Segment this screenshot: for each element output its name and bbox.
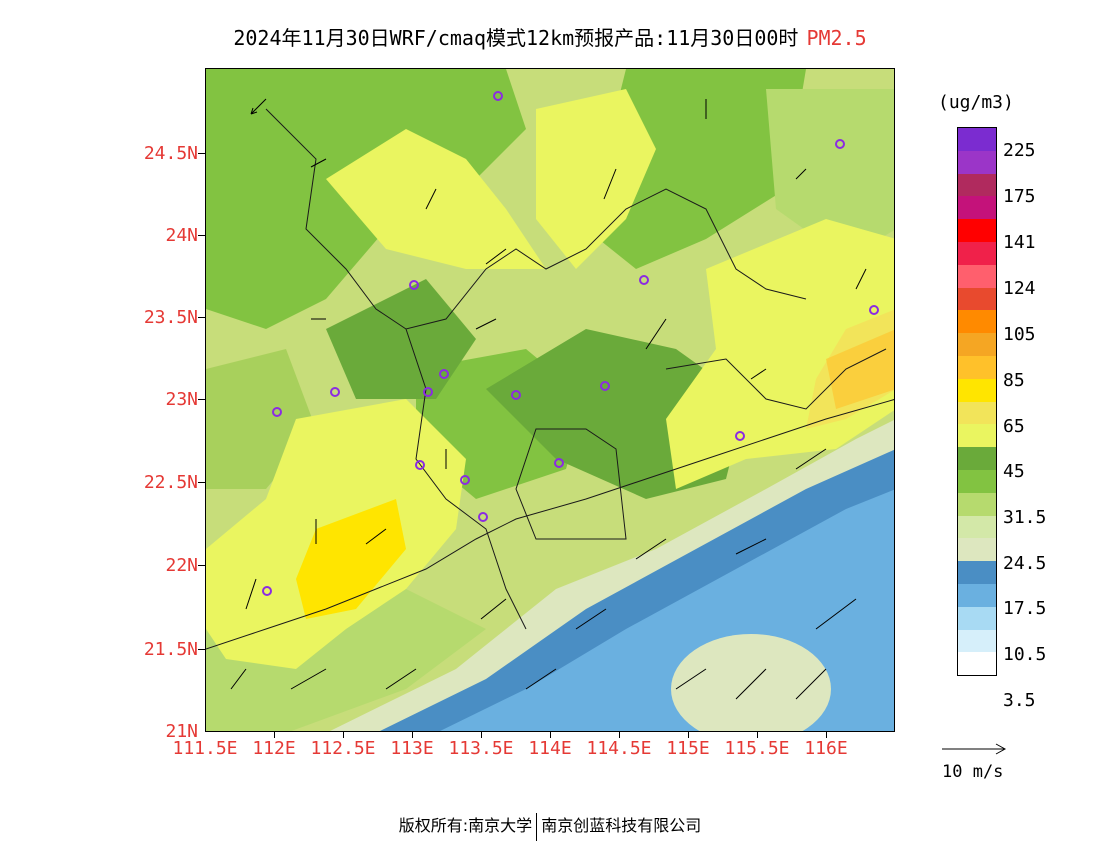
colorbar-swatch xyxy=(958,264,996,288)
lon-label: 113.5E xyxy=(448,738,514,759)
region-high-pm-e xyxy=(826,329,894,409)
colorbar-swatch xyxy=(958,561,996,584)
lat-tick xyxy=(198,399,205,400)
region-yellow-n xyxy=(326,129,546,269)
lat-label: 21N xyxy=(165,721,198,742)
colorbar-label: 24.5 xyxy=(1003,553,1047,574)
colorbar-swatch xyxy=(958,287,996,311)
lat-label: 24N xyxy=(165,225,198,246)
lat-label: 23N xyxy=(165,389,198,410)
colorbar-swatch xyxy=(958,128,996,151)
wind-reference-arrow xyxy=(942,743,1007,755)
footer-left: 版权所有:南京大学 xyxy=(398,816,533,835)
colorbar-label: 65 xyxy=(1003,416,1025,437)
colorbar-swatch xyxy=(958,196,996,220)
lon-label: 114E xyxy=(528,738,572,759)
sea-low-pm-patch xyxy=(671,634,831,731)
city-boundary-shenzhen xyxy=(515,428,627,540)
lon-label: 111.5E xyxy=(172,738,238,759)
colorbar-swatch xyxy=(958,150,996,174)
colorbar-swatch xyxy=(958,173,996,197)
colorbar-label: 45 xyxy=(1003,461,1025,482)
lat-tick xyxy=(198,649,205,650)
lon-tick xyxy=(481,732,482,738)
lat-tick xyxy=(198,153,205,154)
lat-label: 22.5N xyxy=(143,472,198,493)
region-green-ne xyxy=(766,89,894,259)
colorbar-swatch xyxy=(958,378,996,402)
colorbar-label: 141 xyxy=(1003,232,1036,253)
province-boundary-3 xyxy=(665,348,887,410)
lon-label: 114.5E xyxy=(586,738,652,759)
colorbar-label: 10.5 xyxy=(1003,644,1047,665)
lat-tick xyxy=(198,235,205,236)
lat-label: 21.5N xyxy=(143,639,198,660)
colorbar-swatch xyxy=(958,583,996,607)
colorbar-swatch xyxy=(958,538,996,562)
lat-tick xyxy=(198,565,205,566)
title-main: 2024年11月30日WRF/cmaq模式12km预报产品:11月30日00时 xyxy=(233,26,799,50)
lat-label: 24.5N xyxy=(143,143,198,164)
colorbar xyxy=(957,127,997,677)
region-darkgreen-w xyxy=(326,279,476,399)
region-high-pm-sw xyxy=(296,499,406,619)
lon-label: 113E xyxy=(390,738,434,759)
colorbar-label: 105 xyxy=(1003,324,1036,345)
lon-label: 115.5E xyxy=(724,738,790,759)
colorbar-swatch xyxy=(958,447,996,470)
colorbar-unit: (ug/m3) xyxy=(938,92,1014,113)
region-yellow-nc xyxy=(536,89,656,269)
lon-tick xyxy=(412,732,413,738)
colorbar-swatch xyxy=(958,652,996,676)
colorbar-swatch xyxy=(958,629,996,653)
lon-tick xyxy=(619,732,620,738)
wind-reference-label: 10 m/s xyxy=(942,762,1004,782)
copyright-footer: 版权所有:南京大学 南京创蓝科技有限公司 xyxy=(0,812,1100,841)
colorbar-swatch xyxy=(958,333,996,356)
colorbar-label: 17.5 xyxy=(1003,598,1047,619)
colorbar-swatch xyxy=(958,401,996,425)
lon-tick xyxy=(274,732,275,738)
lat-label: 22N xyxy=(165,555,198,576)
colorbar-swatch xyxy=(958,424,996,448)
map-canvas xyxy=(206,69,894,731)
title-pollutant: PM2.5 xyxy=(806,26,867,50)
lon-label: 116E xyxy=(804,738,848,759)
lon-label: 112E xyxy=(252,738,296,759)
monitoring-sites xyxy=(262,91,879,596)
colorbar-swatch xyxy=(958,469,996,493)
pm25-concentration-map[interactable] xyxy=(205,68,895,732)
colorbar-swatch xyxy=(958,606,996,630)
lat-tick xyxy=(198,482,205,483)
colorbar-swatch xyxy=(958,219,996,242)
colorbar-label: 3.5 xyxy=(1003,690,1036,711)
wind-vectors xyxy=(230,98,867,700)
colorbar-swatch xyxy=(958,310,996,334)
colorbar-label: 175 xyxy=(1003,186,1036,207)
colorbar-label: 85 xyxy=(1003,370,1025,391)
colorbar-swatch xyxy=(958,241,996,265)
lon-tick xyxy=(826,732,827,738)
lon-label: 112.5E xyxy=(310,738,376,759)
footer-separator xyxy=(536,812,538,841)
province-boundary-1 xyxy=(265,108,807,330)
footer-right: 南京创蓝科技有限公司 xyxy=(541,816,702,835)
lon-tick xyxy=(343,732,344,738)
chart-title: 2024年11月30日WRF/cmaq模式12km预报产品:11月30日00时 P… xyxy=(0,22,1100,51)
lat-tick xyxy=(198,317,205,318)
colorbar-swatch xyxy=(958,355,996,379)
colorbar-label: 124 xyxy=(1003,278,1036,299)
lon-tick xyxy=(550,732,551,738)
coastline xyxy=(206,399,894,650)
colorbar-swatch xyxy=(958,515,996,539)
lon-tick xyxy=(688,732,689,738)
lon-label: 115E xyxy=(666,738,710,759)
lon-tick xyxy=(757,732,758,738)
colorbar-label: 31.5 xyxy=(1003,507,1047,528)
lat-label: 23.5N xyxy=(143,307,198,328)
colorbar-swatch xyxy=(958,492,996,516)
region-yellow-e xyxy=(666,219,894,489)
colorbar-label: 225 xyxy=(1003,140,1036,161)
